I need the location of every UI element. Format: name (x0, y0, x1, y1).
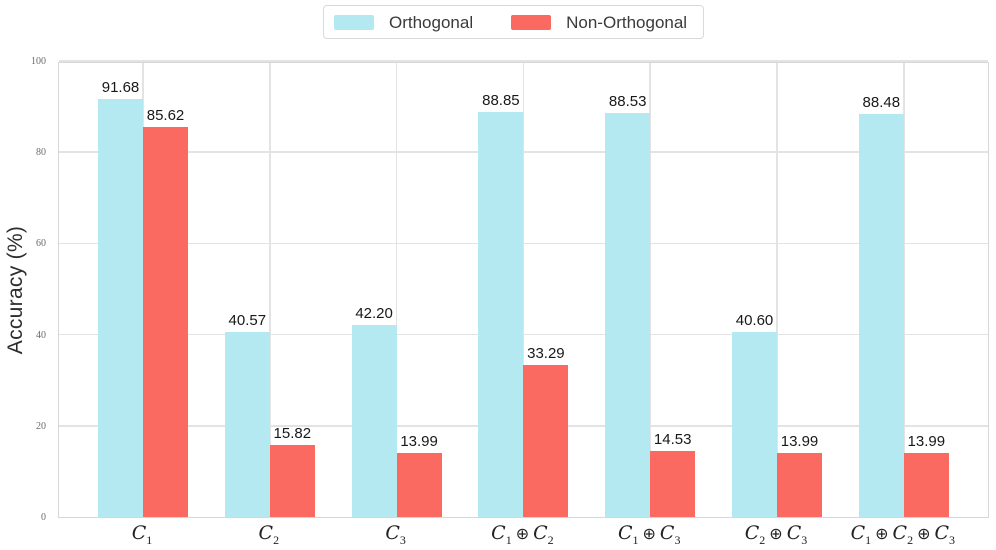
orthogonal-bar (478, 111, 524, 517)
x-tick-label: C1 ⊕ C2 (491, 522, 554, 547)
bar-value-label: 85.62 (146, 106, 185, 124)
legend-swatch-non-orthogonal (511, 14, 552, 30)
x-tick-label: C2 ⊕ C3 (744, 522, 808, 547)
bar-value-label: 33.29 (527, 345, 565, 363)
bar-value-label: 13.99 (907, 433, 946, 451)
bar-value-label: 91.68 (101, 78, 140, 96)
non-orthogonal-bar (396, 453, 442, 517)
v-gridline (269, 63, 271, 517)
x-tick-label: C1 ⊕ C2 ⊕ C3 (850, 522, 956, 547)
legend-label-orthogonal: Orthogonal (389, 12, 474, 32)
orthogonal-bar (351, 324, 397, 517)
orthogonal-bar (224, 332, 270, 517)
x-tick-label: C1 ⊕ C3 (617, 522, 681, 547)
y-tick-label: 20 (36, 420, 46, 432)
orthogonal-bar (605, 113, 651, 517)
legend-item-non-orthogonal: Non-Orthogonal (511, 14, 687, 31)
non-orthogonal-bar (777, 453, 822, 517)
oplus-symbol: ⊕ (769, 524, 783, 543)
y-tick-label: 40 (36, 329, 46, 341)
orthogonal-bar (858, 113, 904, 517)
v-gridline (649, 63, 651, 517)
bar-value-label: 13.99 (780, 433, 819, 451)
bar-value-label: 13.99 (400, 433, 438, 451)
x-tick-label: C1 (131, 522, 153, 547)
non-orthogonal-bar (650, 450, 696, 517)
x-tick-label: C3 (385, 522, 406, 547)
v-gridline (903, 63, 905, 517)
y-tick-label: 80 (36, 147, 46, 159)
y-tick-label: 0 (41, 512, 46, 523)
bar-value-label: 40.60 (735, 311, 774, 329)
legend-item-orthogonal: Orthogonal (334, 14, 473, 31)
oplus-symbol: ⊕ (515, 524, 530, 543)
y-axis-ticks: 0 20 40 60 80 100 (0, 57, 54, 523)
oplus-symbol: ⊕ (642, 524, 656, 543)
legend: Orthogonal Non-Orthogonal (323, 5, 705, 39)
orthogonal-bar (732, 331, 777, 517)
h-gridline (59, 60, 988, 62)
non-orthogonal-bar (143, 126, 188, 517)
legend-label-non-orthogonal: Non-Orthogonal (566, 12, 688, 32)
bar-value-label: 40.57 (228, 312, 267, 330)
bar-value-label: 88.53 (608, 93, 647, 111)
bar-value-label: 42.20 (355, 304, 393, 322)
y-tick-label: 60 (36, 238, 46, 250)
oplus-symbol: ⊕ (875, 524, 889, 543)
non-orthogonal-bar (903, 453, 949, 517)
v-gridline (395, 63, 398, 517)
y-tick-label: 100 (31, 56, 46, 67)
bar-value-label: 88.85 (482, 91, 520, 109)
v-gridline (522, 63, 525, 517)
orthogonal-bar (98, 98, 143, 517)
oplus-symbol: ⊕ (917, 524, 931, 543)
legend-swatch-orthogonal (334, 14, 374, 30)
x-tick-label: C2 (258, 522, 280, 547)
non-orthogonal-bar (269, 444, 315, 517)
plot-area: 91.68 85.62 40.57 15.82 42.20 13.99 88.85 33.29… (58, 60, 989, 518)
v-gridline (776, 63, 778, 517)
bar-value-label: 14.53 (653, 430, 692, 448)
bar-value-label: 88.48 (862, 93, 901, 111)
bar-value-label: 15.82 (273, 424, 312, 442)
non-orthogonal-bar (523, 365, 569, 517)
